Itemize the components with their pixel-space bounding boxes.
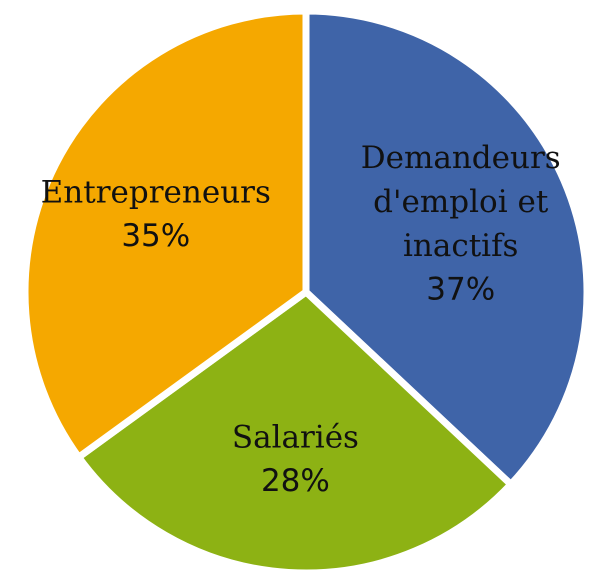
pie-slice — [21, 7, 310, 461]
pie-slice — [302, 7, 591, 488]
slice-value-label: 37% — [426, 272, 495, 308]
slice-label-line: Salariés — [232, 419, 359, 455]
pie-slice — [75, 288, 515, 572]
slice-label: Demandeurs d'emploi et inactifs — [361, 140, 561, 264]
slice-label: Salariés — [232, 419, 359, 455]
slice-value-label: 28% — [261, 463, 330, 499]
slice-label: Entrepreneurs — [41, 174, 271, 210]
slice-label-line: Entrepreneurs — [41, 174, 271, 210]
slice-label-line: Demandeurs — [361, 140, 561, 176]
slice-label-line: d'emploi et — [373, 184, 549, 220]
slice-value-label: 35% — [121, 218, 190, 254]
slice-label-line: inactifs — [403, 228, 518, 264]
